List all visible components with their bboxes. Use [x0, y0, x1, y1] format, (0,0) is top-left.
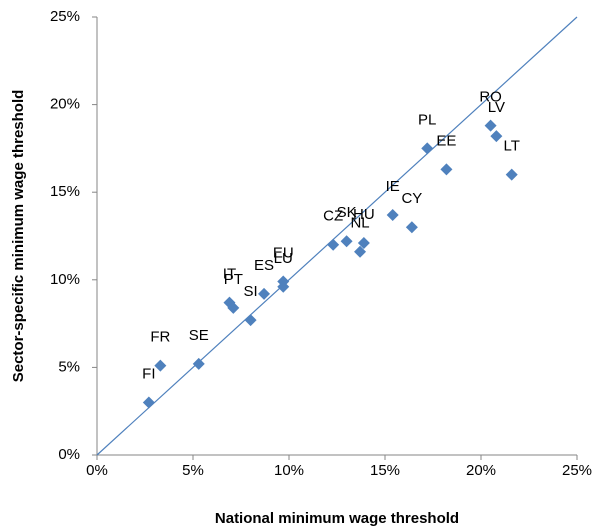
- point: [327, 238, 340, 251]
- identity-line: [96, 16, 578, 456]
- point-label: SI: [244, 283, 258, 300]
- point: [154, 359, 167, 372]
- point-label: EU: [273, 245, 294, 262]
- point: [386, 208, 399, 221]
- x-tick-label: 20%: [466, 462, 496, 479]
- y-tick-label: 15%: [50, 183, 80, 200]
- point: [244, 314, 257, 327]
- point-label: SK: [337, 204, 357, 221]
- point-label: LV: [488, 99, 505, 116]
- x-axis-title: National minimum wage threshold: [215, 510, 459, 527]
- point-label: LU: [274, 250, 293, 267]
- y-tick-label: 25%: [50, 8, 80, 25]
- x-tick-label: 25%: [562, 462, 592, 479]
- point-label: EE: [436, 132, 456, 149]
- point-label: PT: [224, 271, 243, 288]
- point-label: IE: [386, 178, 400, 195]
- y-tick-label: 0%: [58, 446, 80, 463]
- point: [227, 301, 240, 314]
- point-label: HU: [353, 206, 375, 223]
- point-label: PL: [418, 111, 436, 128]
- x-tick-label: 0%: [86, 462, 108, 479]
- point: [340, 235, 353, 248]
- x-tick-label: 10%: [274, 462, 304, 479]
- point: [142, 396, 155, 409]
- point-label: SE: [189, 327, 209, 344]
- point-label: NL: [350, 215, 369, 232]
- point: [192, 357, 205, 370]
- x-tick-label: 15%: [370, 462, 400, 479]
- point-label: CY: [401, 190, 422, 207]
- y-tick-label: 10%: [50, 271, 80, 288]
- point: [277, 280, 290, 293]
- x-tick-label: 5%: [182, 462, 204, 479]
- point: [405, 221, 418, 234]
- point-label: ES: [254, 257, 274, 274]
- point: [440, 163, 453, 176]
- point: [484, 119, 497, 132]
- point: [258, 287, 271, 300]
- point-label: IT: [223, 266, 236, 283]
- y-tick-label: 20%: [50, 96, 80, 113]
- point-label: RO: [479, 89, 502, 106]
- y-axis-title: Sector-specific minimum wage threshold: [10, 90, 27, 383]
- point: [357, 237, 370, 250]
- point: [490, 130, 503, 143]
- point-label: LT: [504, 138, 520, 155]
- point: [421, 142, 434, 155]
- point: [505, 168, 518, 181]
- point-label: FI: [142, 365, 155, 382]
- point: [354, 245, 367, 258]
- point-label: FR: [150, 329, 170, 346]
- y-tick-label: 5%: [58, 358, 80, 375]
- point-label: CZ: [323, 208, 343, 225]
